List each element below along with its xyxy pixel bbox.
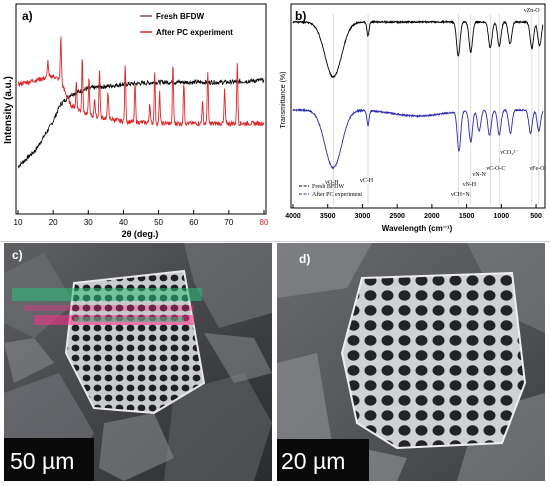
ftir-annotation: νCO₃²⁻ (500, 150, 518, 156)
xrd-series-after (17, 36, 265, 128)
scalebar-c: 50 µm (10, 448, 74, 474)
panel-d-label: d) (299, 252, 310, 266)
sem-image-c: c) 50 µm (4, 243, 272, 481)
panel-b: 4000 3500 3000 2500 2000 1500 1000 500 νO-H νC-H… (277, 0, 550, 240)
ftir-annotation: νZn-O (524, 8, 540, 14)
ftir-tick-label: 500 (530, 213, 542, 220)
scalebar-d: 20 µm (281, 448, 345, 474)
panel-a-label: a) (22, 9, 33, 23)
xrd-tick-label: 80 (260, 218, 269, 227)
ftir-xlabel: Wavelength (cm⁻¹) (382, 224, 453, 233)
xrd-chart: 10 20 30 40 50 60 70 80 a) Fresh BFDW After PC … (0, 0, 272, 240)
xrd-tick-label: 70 (224, 218, 233, 227)
xrd-legend-fresh: Fresh BFDW (156, 12, 204, 21)
xrd-tick-label: 50 (154, 218, 163, 227)
ftir-series-fresh (292, 19, 544, 79)
ftir-plot-frame (290, 3, 546, 209)
ftir-tick-label: 1000 (494, 213, 510, 220)
ftir-tick-label: 2000 (424, 213, 440, 220)
ftir-ylabel: Transmittance (%) (280, 72, 287, 129)
ftir-series-after (292, 107, 544, 170)
xrd-tick-label: 30 (84, 218, 93, 227)
ftir-annotation: νC-H (360, 178, 374, 184)
panel-b-label: b) (295, 9, 306, 23)
ftir-annotation: νFe-O (529, 166, 545, 172)
xrd-tick-label: 60 (189, 218, 198, 227)
xrd-series-fresh (17, 77, 265, 169)
ftir-annotation: νCH=N (451, 192, 470, 198)
ftir-legend-after: After PC experiment (312, 191, 362, 198)
ftir-tick-label: 3500 (320, 213, 336, 220)
panel-d: d) 20 µm (277, 243, 545, 481)
sem-image-d: d) 20 µm (277, 243, 545, 481)
xrd-ylabel: Intensity (a.u.) (3, 76, 14, 144)
panel-c: c) 50 µm (4, 243, 272, 481)
xrd-legend-after: After PC experiment (156, 28, 233, 37)
xrd-xlabel: 2θ (deg.) (122, 229, 159, 239)
xrd-tick-label: 40 (119, 218, 128, 227)
panel-c-label: c) (12, 248, 23, 262)
ftir-annotation: νO-H (325, 180, 339, 186)
ftir-annotation: νC-O-C (486, 166, 505, 172)
ftir-tick-label: 2500 (389, 213, 405, 220)
ftir-legend-fresh: Fresh BFDW (312, 184, 345, 190)
panel-a: 10 20 30 40 50 60 70 80 a) Fresh BFDW After PC … (0, 0, 272, 240)
ftir-annotation: νN-N (473, 172, 487, 178)
xrd-tick-label: 20 (49, 218, 58, 227)
ftir-tick-label: 4000 (285, 213, 301, 220)
divider-horizontal (0, 241, 550, 242)
ftir-annotation: νN-H (463, 182, 477, 188)
xrd-tick-label: 10 (14, 218, 23, 227)
ftir-tick-label: 1500 (459, 213, 475, 220)
ftir-tick-label: 3000 (355, 213, 371, 220)
ftir-chart: 4000 3500 3000 2500 2000 1500 1000 500 νO-H νC-H… (277, 0, 550, 240)
